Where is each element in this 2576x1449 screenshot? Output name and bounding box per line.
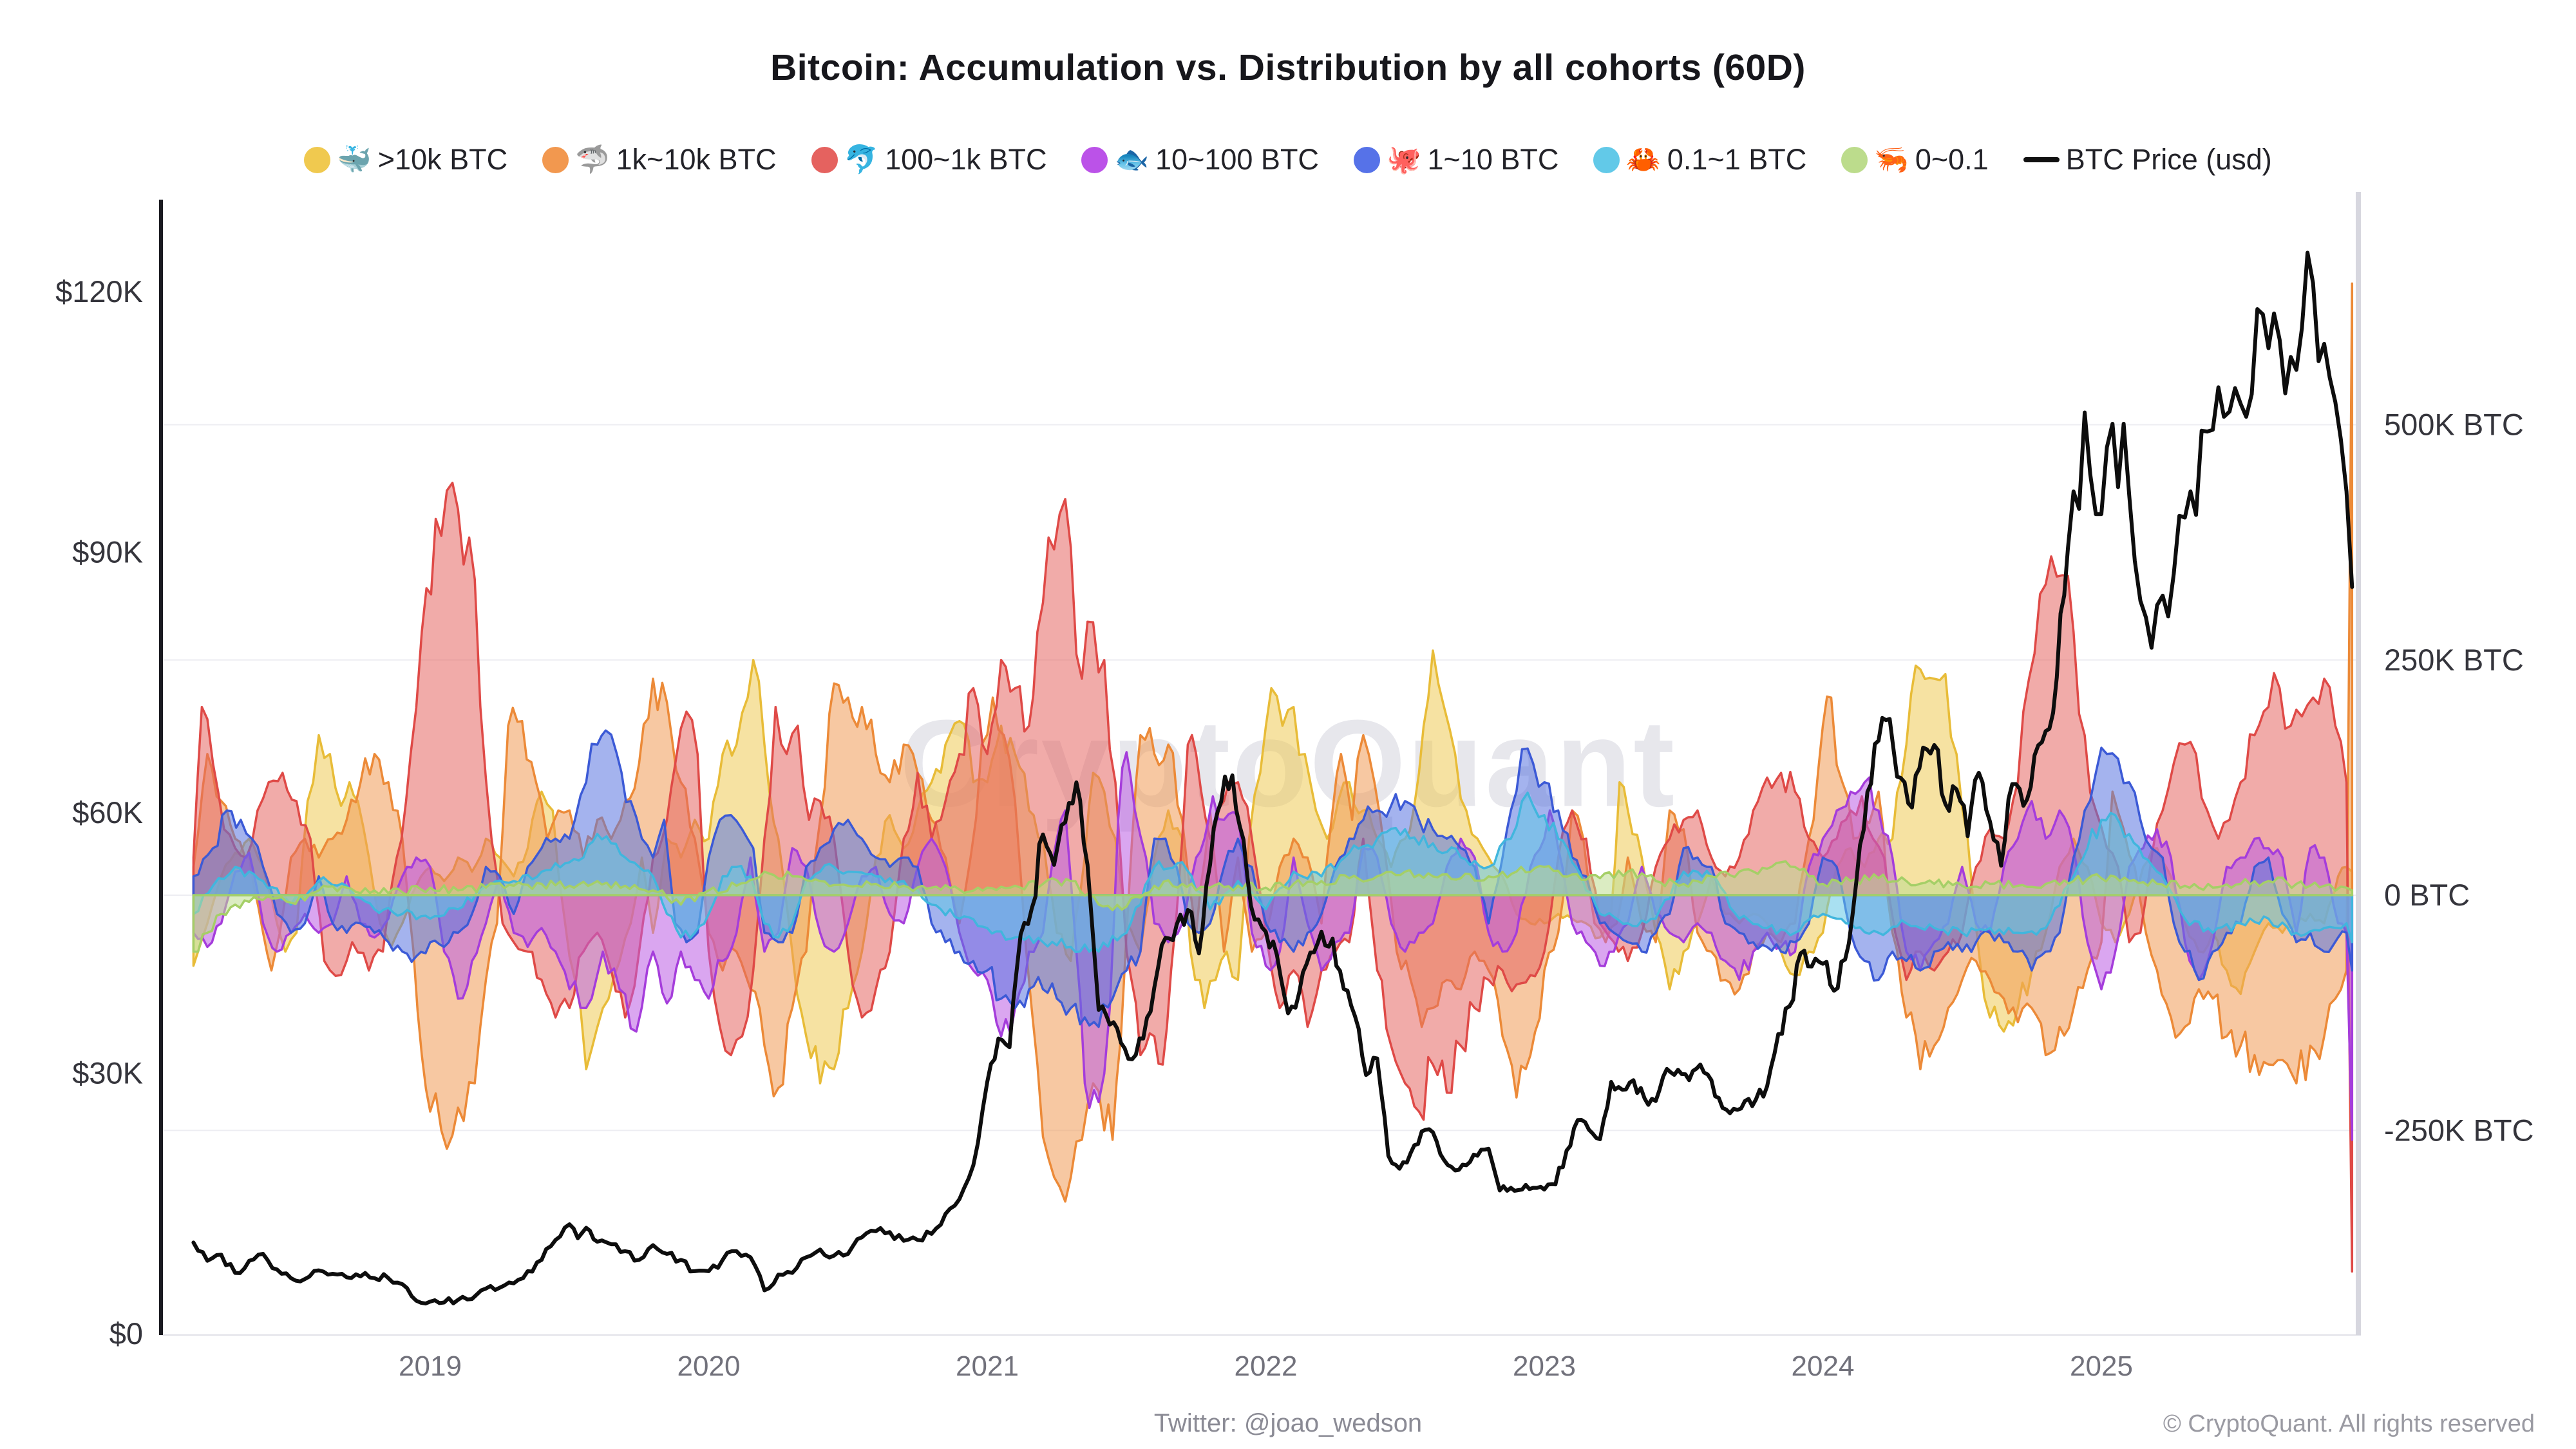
legend-label: 10~100 BTC (1155, 143, 1319, 176)
whale-icon: 🐳 (337, 144, 372, 175)
legend-label: >10k BTC (377, 143, 508, 176)
chart-title: Bitcoin: Accumulation vs. Distribution b… (770, 47, 1806, 88)
x-tick-label: 2024 (1792, 1350, 1855, 1382)
fish-icon (1081, 146, 1108, 173)
chart-legend: 🐳 >10k BTC 🦈 1k~10k BTC 🐬 100~1k BTC 🐟 10~100 B… (0, 143, 2576, 176)
legend-item-price[interactable]: 🐳 >10k BTC (304, 143, 507, 176)
x-tick-label: 2019 (399, 1350, 462, 1382)
legend-label: 100~1k BTC (885, 143, 1047, 176)
legend-label: 1k~10k BTC (616, 143, 777, 176)
crab-icon: 🦀 (1626, 144, 1661, 175)
y-right-tick-label: 250K BTC (2384, 643, 2524, 677)
legend-item-price[interactable]: 🦐 0~0.1 (1841, 143, 1989, 176)
octopus-icon (1353, 146, 1380, 173)
copyright-notice: © CryptoQuant. All rights reserved (2163, 1410, 2535, 1437)
shark-icon: 🦈 (575, 144, 610, 175)
series-area-crab[interactable] (192, 791, 2354, 954)
dolphin-icon (811, 146, 838, 173)
legend-item-price[interactable]: 🐬 100~1k BTC (811, 143, 1047, 176)
x-tick-label: 2021 (956, 1350, 1019, 1382)
x-tick-label: 2022 (1235, 1350, 1298, 1382)
legend-item-price[interactable]: 🦀 0.1~1 BTC (1593, 143, 1806, 176)
y-left-tick-label: $120K (55, 274, 143, 308)
y-axis-right-line (2356, 192, 2361, 1335)
dolphin-icon: 🐬 (844, 144, 879, 175)
y-right-tick-label: 500K BTC (2384, 408, 2524, 442)
y-left-tick-label: $60K (72, 795, 143, 829)
x-tick-label: 2020 (677, 1350, 741, 1382)
legend-item-price[interactable]: 🦈 1k~10k BTC (542, 143, 777, 176)
legend-item-price[interactable]: 🐟 10~100 BTC (1081, 143, 1319, 176)
x-tick-label: 2025 (2070, 1350, 2133, 1382)
y-left-tick-label: $90K (72, 535, 143, 569)
y-right-tick-label: -250K BTC (2384, 1113, 2533, 1147)
legend-label: BTC Price (usd) (2065, 143, 2272, 176)
shrimp-icon: 🦐 (1874, 144, 1909, 175)
twitter-credit: Twitter: @joao_wedson (1153, 1409, 1423, 1437)
legend-label: 1~10 BTC (1427, 143, 1559, 176)
fish-icon: 🐟 (1114, 144, 1150, 175)
series-area-whale[interactable] (192, 649, 2354, 1084)
y-left-tick-label: $0 (109, 1316, 143, 1350)
y-left-tick-label: $30K (72, 1056, 143, 1090)
legend-label: 0~0.1 (1915, 143, 1989, 176)
shark-icon (542, 146, 569, 173)
legend-item-price[interactable]: 🐙 1~10 BTC (1353, 143, 1559, 176)
btc-price-line[interactable] (191, 251, 2354, 1306)
crab-icon (1593, 146, 1620, 173)
legend-item-price[interactable]: BTC Price (usd) (2023, 143, 2272, 176)
octopus-icon: 🐙 (1386, 144, 1421, 175)
whale-icon (304, 146, 331, 173)
y-axis-left-line (159, 200, 163, 1335)
price-line-swatch (2023, 157, 2060, 162)
x-tick-label: 2023 (1513, 1350, 1576, 1382)
legend-label: 0.1~1 BTC (1667, 143, 1807, 176)
shrimp-icon (1841, 146, 1868, 173)
series-area-shrimp[interactable] (192, 860, 2354, 953)
y-right-tick-label: 0 BTC (2384, 878, 2470, 912)
